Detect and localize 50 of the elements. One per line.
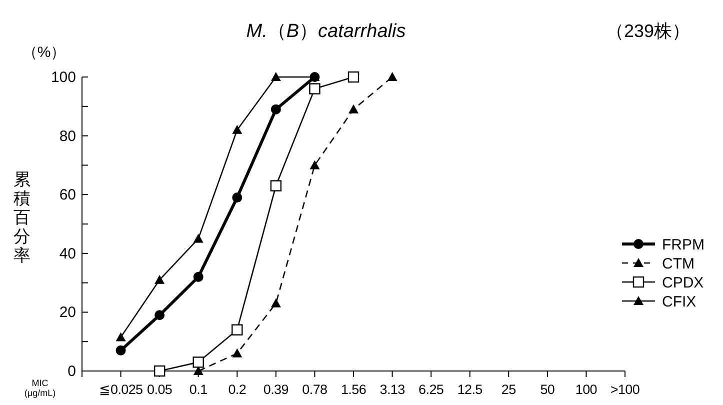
x-tick-label: 100 [575, 382, 598, 397]
y-tick-label: 60 [59, 186, 76, 204]
x-tick-label: 0.78 [302, 382, 328, 397]
x-tick-label: 1.56 [340, 382, 366, 397]
text: （239株） [606, 21, 690, 41]
point [270, 298, 281, 308]
point [348, 104, 358, 114]
x-tick-label: 0.39 [263, 382, 288, 397]
point [387, 72, 398, 81]
y-axis-title: 累積百分率 [14, 170, 30, 265]
x-axis-title: MIC (μg/mL) [24, 378, 56, 398]
x-tick-label: 3.13 [380, 382, 405, 397]
point [154, 274, 165, 284]
x-tick-label: 0.1 [189, 382, 208, 397]
x-tick-label: 12.5 [457, 382, 482, 397]
point [193, 366, 204, 375]
point [348, 71, 360, 83]
y-tick-label: 20 [59, 304, 76, 322]
point [310, 160, 320, 170]
legend-label: CPDX [662, 274, 704, 292]
point [154, 310, 165, 320]
x-tick-label: 0.05 [147, 382, 172, 397]
point [232, 192, 242, 203]
point [270, 180, 282, 192]
point [116, 345, 126, 356]
point [232, 348, 242, 358]
y-tick-label: 40 [59, 245, 76, 262]
x-tick-label: 25 [501, 382, 516, 397]
x-tick-label: 0.2 [228, 382, 246, 397]
point [116, 332, 126, 342]
x-tick-label: 50 [540, 382, 555, 397]
point [309, 83, 320, 94]
y-tick-label: 100 [50, 69, 76, 86]
point [232, 124, 242, 134]
point [270, 104, 281, 114]
y-tick-label: 0 [68, 363, 76, 380]
text: （%） [22, 44, 66, 61]
point [193, 272, 204, 282]
legend-label: CFIX [662, 294, 696, 310]
point [192, 356, 204, 368]
point [270, 72, 281, 81]
point [193, 234, 204, 243]
x-tick-label: >100 [610, 382, 640, 397]
y-tick-label: 80 [59, 128, 76, 145]
x-tick-label: 6.25 [418, 382, 444, 397]
legend-label: CTM [662, 256, 694, 272]
x-tick-label: ≦0.025 [98, 382, 143, 397]
chart-title: M.（B）catarrhalis [246, 21, 406, 42]
legend-label: FRPM [662, 236, 704, 254]
point [232, 324, 243, 336]
